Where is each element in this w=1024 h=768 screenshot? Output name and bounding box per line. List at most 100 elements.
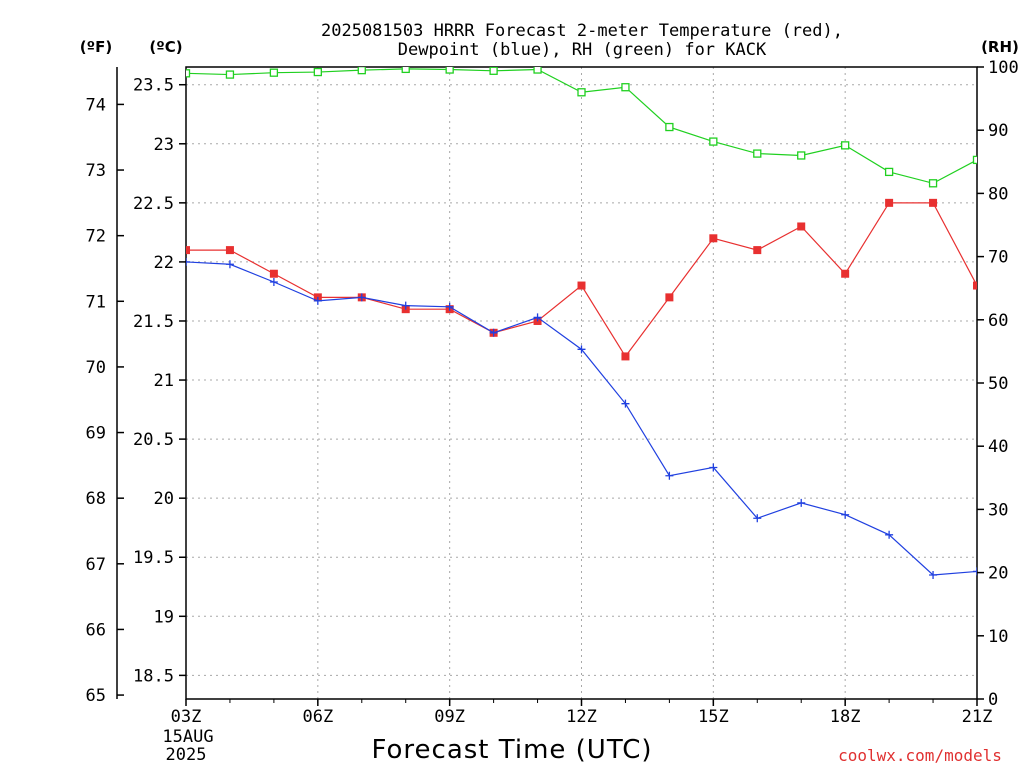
rh-point <box>884 167 894 177</box>
x-tick-label: 15Z <box>698 707 729 727</box>
dewpoint-point <box>445 302 454 311</box>
rh-point <box>313 67 322 77</box>
plot-frame <box>185 66 978 700</box>
temperature-point <box>186 246 190 255</box>
rh-point <box>928 179 938 188</box>
dewpoint-point <box>929 570 938 579</box>
chart-title-line-2: Dewpoint (blue), RH (green) for KACK <box>398 40 767 60</box>
dewpoint-point <box>885 530 894 539</box>
dewpoint-point <box>577 345 586 354</box>
dewpoint-point <box>489 328 498 337</box>
celsius-tick-label: 19.5 <box>133 548 174 568</box>
temperature-point <box>797 222 806 231</box>
temperature-point <box>621 352 630 361</box>
rh-point <box>489 67 498 75</box>
celsius-tick-label: 22 <box>154 253 174 273</box>
credit-label: coolwx.com/models <box>838 746 1002 765</box>
rh-point <box>533 67 542 74</box>
gridlines <box>186 67 977 699</box>
rh-point <box>665 122 674 132</box>
x-tick-label: 03Z <box>171 707 202 727</box>
x-tick-label: 12Z <box>566 707 597 727</box>
temperature-point <box>665 293 674 302</box>
celsius-tick-label: 19 <box>154 607 174 627</box>
rh-tick-label: 90 <box>988 121 1008 141</box>
dewpoint-point <box>269 277 278 286</box>
dewpoint-point <box>313 296 322 305</box>
rh-tick-label: 80 <box>988 184 1008 204</box>
dewpoint-point <box>841 510 850 519</box>
temperature-point <box>269 269 278 278</box>
celsius-tick-label: 18.5 <box>133 666 174 686</box>
celsius-tick-label: 23 <box>154 135 174 155</box>
rh-point <box>972 155 977 165</box>
temperature-point <box>709 234 718 243</box>
celsius-tick-label: 20.5 <box>133 430 174 450</box>
rh-point <box>753 149 762 158</box>
rh-point <box>709 137 718 146</box>
celsius-unit-label: (ºC) <box>149 38 182 56</box>
dewpoint-point <box>753 514 762 523</box>
dewpoint-point <box>225 260 234 269</box>
rh-tick-label: 0 <box>988 690 998 710</box>
rh-point <box>621 83 630 92</box>
celsius-tick-label: 21 <box>154 371 174 391</box>
x-date-label-year: 2025 <box>166 745 207 765</box>
fahrenheit-unit-label: (ºF) <box>80 38 112 56</box>
rh-series <box>186 67 977 188</box>
fahrenheit-tick-label: 74 <box>86 95 106 115</box>
x-axis-title: Forecast Time (UTC) <box>371 735 652 765</box>
rh-tick-label: 40 <box>988 437 1008 457</box>
celsius-tick-label: 20 <box>154 489 174 509</box>
rh-point <box>401 67 410 74</box>
fahrenheit-tick-label: 69 <box>86 424 106 444</box>
celsius-tick-label: 23.5 <box>133 76 174 96</box>
fahrenheit-tick-label: 66 <box>86 620 106 640</box>
rh-point <box>269 68 279 77</box>
rh-point <box>357 67 366 75</box>
temperature-point <box>885 198 894 207</box>
fahrenheit-tick-label: 71 <box>86 292 106 312</box>
fahrenheit-tick-label: 67 <box>86 555 106 575</box>
dewpoint-point <box>797 498 806 507</box>
fahrenheit-tick-label: 72 <box>86 227 106 247</box>
rh-point <box>186 69 191 78</box>
temperature-point <box>973 281 977 290</box>
temperature-line <box>186 202 977 358</box>
x-tick-label: 18Z <box>830 707 861 727</box>
fahrenheit-tick-label: 65 <box>86 686 106 706</box>
tick-labels: 03Z 06Z 09Z 12Z 15Z 18Z 21Z 65 66 67 68 69 70 71 72 73 7… <box>86 58 1019 727</box>
rh-unit-label: (RH) <box>981 38 1019 56</box>
dewpoint-point <box>401 301 410 310</box>
x-date-label-day: 15AUG <box>162 727 213 747</box>
temperature-point <box>225 246 234 255</box>
rh-point <box>225 70 235 79</box>
temperature-point <box>753 246 762 255</box>
rh-point <box>577 88 586 97</box>
rh-point <box>445 67 454 74</box>
dewpoint-series <box>186 257 977 579</box>
dewpoint-point <box>665 471 674 480</box>
dewpoint-point <box>709 463 718 472</box>
dewpoint-point <box>186 257 190 266</box>
celsius-tick-label: 22.5 <box>133 194 174 214</box>
series-layer <box>186 67 977 579</box>
rh-tick-label: 30 <box>988 500 1008 520</box>
temperature-point <box>577 281 586 290</box>
rh-tick-label: 50 <box>988 374 1008 394</box>
rh-tick-label: 70 <box>988 248 1008 268</box>
temperature-point <box>841 269 850 278</box>
fahrenheit-tick-label: 68 <box>86 489 106 509</box>
dewpoint-point <box>533 313 542 322</box>
dewpoint-point <box>357 293 366 302</box>
rh-tick-label: 20 <box>988 564 1008 584</box>
temperature-point <box>929 198 938 207</box>
rh-point <box>797 151 806 160</box>
dewpoint-point <box>973 567 977 576</box>
x-tick-label: 06Z <box>302 707 333 727</box>
fahrenheit-tick-label: 70 <box>86 358 106 378</box>
rh-tick-label: 100 <box>988 58 1019 78</box>
x-tick-label: 09Z <box>434 707 465 727</box>
rh-point <box>841 141 850 150</box>
